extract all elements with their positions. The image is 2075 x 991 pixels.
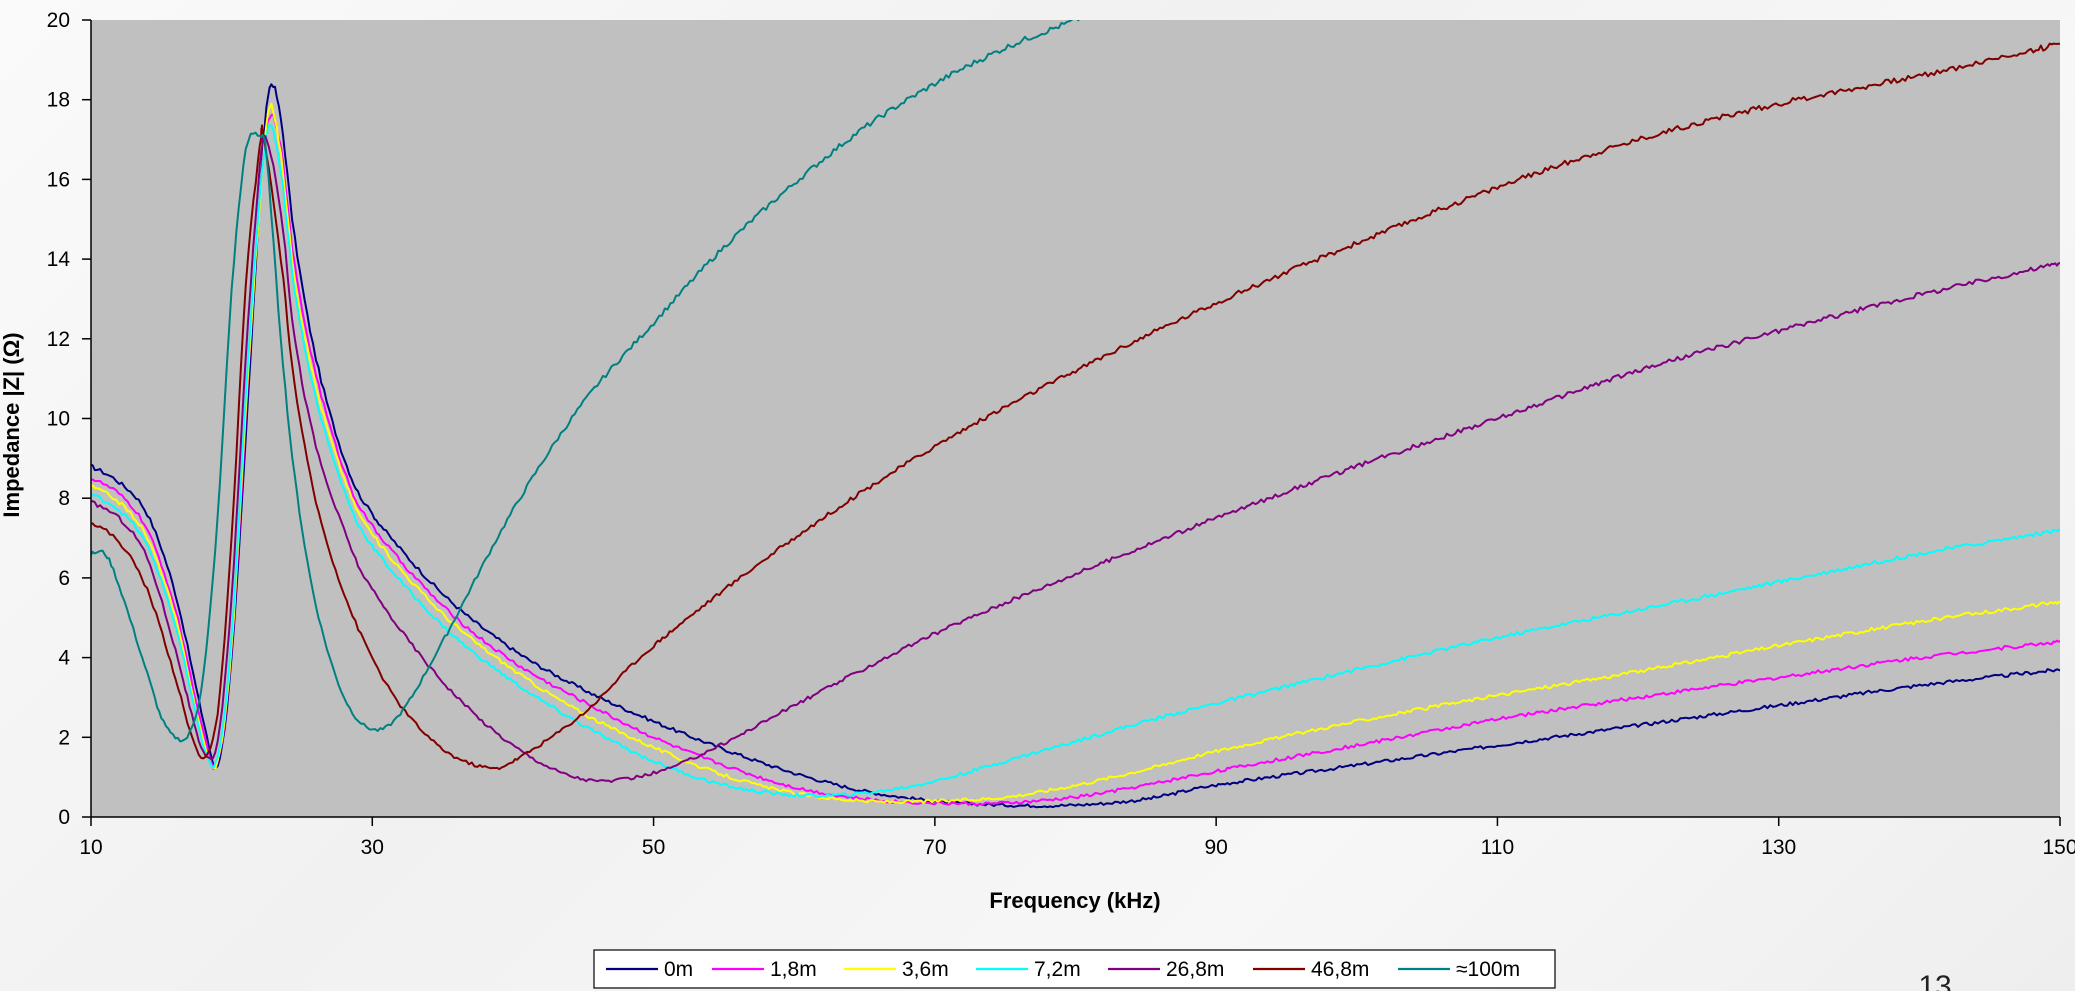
legend-label: ≈100m — [1456, 958, 1520, 981]
plot-area — [91, 20, 2060, 817]
x-tick-label: 90 — [1204, 836, 1227, 859]
legend-label: 7,2m — [1034, 958, 1081, 981]
y-tick-label: 18 — [47, 89, 70, 112]
series-line — [91, 133, 2060, 783]
series-line — [91, 42, 2060, 771]
series-line — [91, 20, 1080, 743]
legend-label: 26,8m — [1166, 958, 1224, 981]
y-tick-label: 10 — [47, 408, 70, 431]
legend-label: 1,8m — [770, 958, 817, 981]
y-tick-label: 2 — [58, 726, 70, 749]
legend-label: 0m — [664, 958, 693, 981]
axes — [82, 19, 2061, 826]
y-tick-label: 8 — [58, 487, 70, 510]
y-tick-label: 14 — [47, 248, 71, 271]
y-tick-label: 20 — [47, 9, 70, 32]
y-tick-label: 0 — [58, 806, 70, 829]
x-tick-label: 70 — [923, 836, 946, 859]
legend-label: 3,6m — [902, 958, 949, 981]
y-tick-label: 12 — [47, 328, 70, 351]
x-tick-label: 10 — [79, 836, 102, 859]
x-tick-label: 130 — [1761, 836, 1796, 859]
series-line — [91, 123, 2060, 799]
y-tick-label: 16 — [47, 168, 70, 191]
y-axis-title: Impedance |Z| (Ω) — [0, 332, 24, 517]
series-line — [91, 102, 2060, 805]
series-line — [91, 113, 2060, 806]
legend-label: 46,8m — [1311, 958, 1369, 981]
x-tick-label: 150 — [2042, 836, 2075, 859]
tick-labels: 0 2 4 6 8 10 12 14 16 18 20 10 30 50 70 90 110 130 150 — [47, 9, 2075, 859]
series-line — [91, 83, 2060, 809]
legend: 0m 1,8m 3,6m 7,2m 26,8m 46,8m ≈100m — [593, 949, 1556, 989]
series-layer — [91, 20, 2060, 809]
y-tick-label: 4 — [58, 647, 70, 670]
x-tick-label: 50 — [642, 836, 665, 859]
page-number: 13 — [1918, 970, 1951, 991]
x-axis-title: Frequency (kHz) — [989, 888, 1160, 913]
x-tick-label: 30 — [361, 836, 384, 859]
y-tick-label: 6 — [58, 567, 70, 590]
x-tick-label: 110 — [1481, 836, 1514, 859]
